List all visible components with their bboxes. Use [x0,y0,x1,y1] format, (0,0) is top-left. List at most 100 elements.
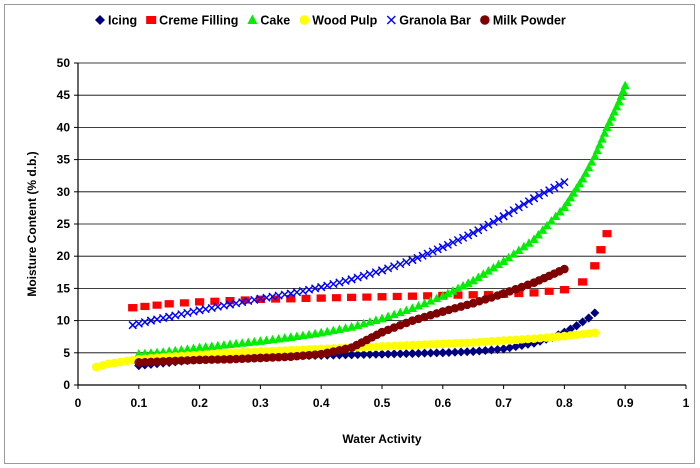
circle-marker-trace [298,345,308,354]
x-marker-trace [402,258,411,267]
circle-marker-trace [231,348,241,357]
circle-marker-trace [262,346,271,356]
data-point [578,173,588,183]
x-marker-trace [171,311,180,320]
diamond-marker-trace [450,347,460,357]
triangle-marker-trace [213,340,223,350]
data-point [572,321,582,331]
x-marker-trace [207,303,216,313]
data-point [408,316,417,325]
data-point [316,294,326,302]
circle-marker-trace [189,355,198,365]
triangle-marker-trace [249,336,259,346]
legend-label: Milk Powder [493,14,566,28]
triangle-marker-trace [581,168,591,177]
circle-marker-trace [207,355,217,364]
legend-label: Icing [108,14,137,28]
data-point [438,291,448,300]
x-marker-trace [453,236,463,245]
data-point [195,355,204,365]
data-point [614,96,624,106]
x-marker-trace [383,264,393,273]
x-marker-trace [140,318,149,327]
triangle-marker-trace [538,225,548,234]
x-marker-trace [484,220,493,229]
legend-label: Granola Bar [399,14,471,28]
triangle-marker-trace [572,183,582,192]
data-point [499,289,508,298]
x-marker-trace [413,253,422,263]
circle-marker-trace [243,347,253,357]
y-tick-label: 25 [57,217,71,231]
data-point [499,336,508,345]
data-point [316,327,326,337]
series-granola-bar-trace [128,180,564,330]
diamond-marker-trace [420,348,430,358]
data-point [377,293,387,301]
x-marker-trace [323,281,332,290]
data-point [590,151,600,160]
x-marker-trace [396,260,405,269]
data-point [468,275,478,285]
triangle-marker-trace [140,348,150,358]
circle-marker-trace [511,335,521,345]
data-point [407,292,417,300]
diamond-marker-trace [474,346,484,356]
data-point [225,297,235,305]
x-marker-trace [504,209,513,218]
circle-marker-trace [517,335,527,344]
data-point [559,202,569,211]
square-marker-trace [152,301,162,309]
circle-marker-trace [280,346,289,355]
x-tick-label: 1 [683,396,690,410]
circle-marker-trace [243,354,253,363]
circle-marker-trace [146,357,156,367]
circle-marker-trace [395,341,405,350]
data-point [195,298,205,306]
y-tick-label: 50 [57,56,71,70]
x-marker-trace [335,278,344,287]
y-axis-title: Moisture Content (% d.b.) [25,151,39,296]
triangle-marker-trace [426,296,436,305]
data-point [225,348,235,358]
x-marker-trace [423,249,432,258]
circle-marker-trace [250,353,259,363]
diamond-marker-trace [353,350,363,360]
x-tick-label: 0.3 [252,396,269,410]
square-marker-trace [453,291,463,299]
x-marker-trace [443,240,452,249]
x-tick-label: 0.4 [313,396,330,410]
diamond-marker-trace [578,317,588,327]
circle-marker-trace [456,338,466,348]
diamond-marker-trace [389,349,399,359]
triangle-marker-trace [595,139,605,149]
data-point [316,349,326,359]
legend-circle-marker [480,15,490,25]
data-point [407,303,417,312]
triangle-marker-trace [533,229,543,239]
triangle-marker-trace [176,345,186,354]
x-marker-trace [219,301,229,310]
square-marker-trace [301,294,311,302]
data-point [377,327,387,337]
circle-marker-trace [237,348,247,357]
diamond-marker-trace [401,349,411,359]
triangle-marker-trace [219,340,229,349]
triangle-marker-trace [600,128,610,137]
circle-marker-trace [140,357,150,367]
legend-triangle-marker [247,14,258,24]
series-granola-bar [128,178,569,330]
triangle-marker-trace [207,341,217,350]
x-marker-trace [329,279,338,289]
y-tick-label: 10 [57,314,71,328]
data-point [164,356,174,366]
triangle-marker-trace [152,347,162,357]
data-point [499,212,508,221]
data-point [529,289,539,297]
data-point [225,354,235,364]
triangle-marker-trace [170,345,180,355]
triangle-marker-trace [463,278,473,287]
triangle-marker-trace [524,238,534,247]
data-point [128,304,138,312]
data-point [317,283,326,292]
